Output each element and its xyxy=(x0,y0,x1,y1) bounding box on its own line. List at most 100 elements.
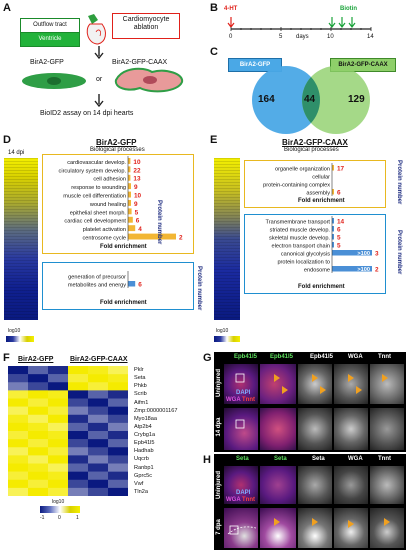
bar-num-chart-d-top-2: 13 xyxy=(133,176,141,183)
heat-cell-15-5 xyxy=(108,487,128,496)
gene-label: Scrib xyxy=(134,391,147,398)
birA2-caax-label: BirA2-GFP-CAAX xyxy=(112,59,168,66)
panel-a-label: A xyxy=(3,2,11,14)
bar-chart-d-top-1 xyxy=(128,166,131,173)
bar-label-chart-e-top-1: cellular xyxy=(312,175,330,181)
bar-label-chart-e-top-1: protein-containing complex xyxy=(263,183,330,189)
bar-num-chart-d-top-9: 2 xyxy=(179,235,183,242)
venn-right-label: BirA2-GFP-CAAX xyxy=(338,62,388,68)
heat-cell-5-3 xyxy=(68,406,88,416)
heat-cell-11-5 xyxy=(108,455,128,464)
venn-left-label: BirA2-GFP xyxy=(239,62,271,68)
g-arrows-icon xyxy=(235,373,388,429)
g-head-5: Tnnt xyxy=(378,354,391,360)
heat-cell-0-2 xyxy=(48,366,68,375)
heat-cell-8-5 xyxy=(108,431,128,440)
heat-f-right-head: BirA2-GFP-CAAX xyxy=(70,356,128,363)
g-tile-2 xyxy=(260,364,296,404)
bar-num-chart-d-top-6: 5 xyxy=(135,209,139,216)
heat-cell-11-1 xyxy=(28,455,48,464)
heat-cell-13-2 xyxy=(48,471,68,481)
heat-cell-14-4 xyxy=(88,479,108,489)
bar-num-chart-e-top-0: 17 xyxy=(337,166,345,173)
venn-overlap-count: 44 xyxy=(304,94,316,105)
bar-num-chart-e-top-1: 6 xyxy=(337,190,341,197)
heat-cell-7-1 xyxy=(28,422,48,432)
tick-5: 5 xyxy=(279,34,283,40)
heat-cell-13-1 xyxy=(28,471,48,481)
heat-cell-13-0 xyxy=(8,471,28,481)
bar-label-chart-e-top-1: assembly xyxy=(306,191,330,197)
h-head-4: WGA xyxy=(348,456,363,462)
h-tile-2 xyxy=(260,466,296,504)
heat-cell-11-2 xyxy=(48,455,68,464)
gene-list: Pklr Seta Phkb Scrib Aifm1 Zmp:0000001167 Myo1… xyxy=(134,366,204,496)
heat-cell-10-4 xyxy=(88,447,108,456)
heat-cell-0-3 xyxy=(68,366,88,375)
heat-cell-3-5 xyxy=(108,390,128,399)
heat-cell-4-2 xyxy=(48,398,68,407)
h-tnnt-label: Tnnt xyxy=(242,497,255,503)
bar-label-chart-d-top-4: muscle cell differentiation xyxy=(63,194,126,200)
microscopy-h: Seta Seta Seta WGA Tnnt Uninjured 7 dpa … xyxy=(214,454,406,550)
heat-cell-1-0 xyxy=(8,374,28,383)
g-head-2: Epb41l5 xyxy=(270,354,294,360)
panel-f-label: F xyxy=(3,352,10,364)
chart-d-top: cardiovascular develop. 10 circulatory sys… xyxy=(59,156,183,242)
h-wga-label: WGA xyxy=(226,497,241,503)
bar-chart-d-top-0 xyxy=(128,158,131,164)
panel-d-bottom-box xyxy=(42,262,194,310)
h-head-2: Seta xyxy=(274,456,287,462)
ablation-label: Cardiomyocyte ablation xyxy=(122,16,170,31)
bar-num-chart-e-bottom-1: 6 xyxy=(337,227,341,234)
h-tile-10 xyxy=(370,508,404,548)
heat-cell-4-5 xyxy=(108,398,128,407)
heat-cell-7-5 xyxy=(108,422,128,432)
gene-label: Zmp:0000001167 xyxy=(134,407,178,414)
ventricle-box: Ventricle xyxy=(20,32,80,47)
g-tile-5 xyxy=(370,364,404,404)
heat-cell-3-3 xyxy=(68,390,88,399)
bar-num-chart-e-bottom-5: 2 xyxy=(375,267,379,274)
venn-left-tag: BirA2-GFP xyxy=(228,58,282,72)
timeline xyxy=(227,17,372,31)
heat-cell-8-0 xyxy=(8,431,28,440)
h-tile-3 xyxy=(298,466,332,504)
heat-cell-2-0 xyxy=(8,382,28,391)
heat-cell-6-5 xyxy=(108,414,128,424)
heat-cell-9-5 xyxy=(108,439,128,448)
panel-d-label: D xyxy=(3,134,11,146)
panel-d-fold-top: Fold enrichment xyxy=(100,244,147,250)
heat-cell-12-0 xyxy=(8,463,28,472)
heat-cell-5-2 xyxy=(48,406,68,416)
bar-label-chart-e-bottom-2: skeletal muscle develop. xyxy=(269,236,330,242)
heat-cell-2-2 xyxy=(48,382,68,391)
heat-cell-7-3 xyxy=(68,422,88,432)
heart-ablation-icon xyxy=(86,14,106,45)
heat-cell-0-5 xyxy=(108,366,128,375)
bar-label-chart-e-bottom-3: electron transport chain xyxy=(272,244,330,250)
tick-14: 14 xyxy=(367,34,374,40)
g-tile-8 xyxy=(298,408,332,450)
bar-label-chart-e-bottom-5: protein localization to xyxy=(277,260,330,266)
bar-chart-d-bottom-0 xyxy=(128,281,136,287)
g-tnnt-label: Tnnt xyxy=(242,397,255,403)
gene-label: Tln2a xyxy=(134,488,148,495)
heat-cell-15-2 xyxy=(48,487,68,496)
bar-chart-d-top-5 xyxy=(128,200,131,206)
h-tile-5 xyxy=(370,466,404,504)
venn-right-count: 129 xyxy=(348,94,365,105)
h-dapi-label: DAPI xyxy=(236,490,251,496)
bar-num-chart-e-bottom-3: 5 xyxy=(337,243,341,250)
gene-label: Crybg1a xyxy=(134,432,156,438)
panel-g-label: G xyxy=(203,352,212,364)
gfp-cell-icon xyxy=(22,73,86,89)
heat-cell-15-0 xyxy=(8,487,28,496)
g-tile-3 xyxy=(298,364,332,404)
panel-e-fold-top: Fold enrichment xyxy=(298,198,345,204)
panel-e-fold-bottom: Fold enrichment xyxy=(298,284,345,290)
g-tile-10 xyxy=(370,408,404,450)
colorbar-f-mid: 0 xyxy=(58,515,61,521)
bar-num-chart-d-top-8: 4 xyxy=(138,226,142,233)
panel-h-label: H xyxy=(203,454,211,466)
